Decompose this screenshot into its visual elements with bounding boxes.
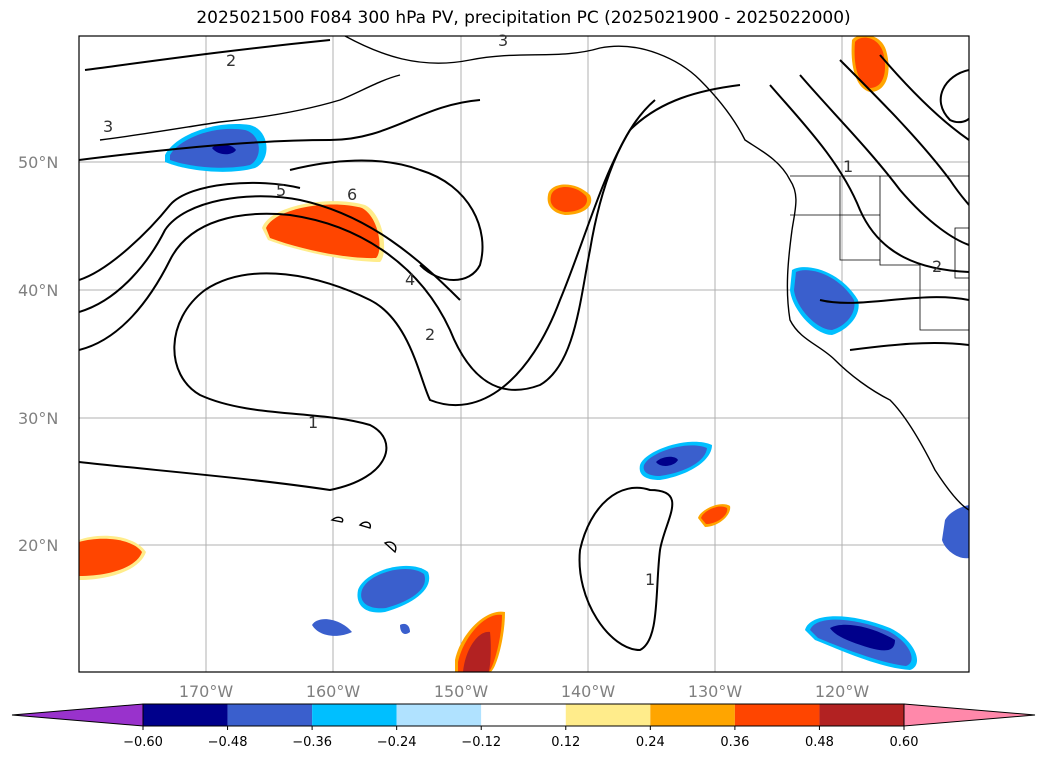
pv-label-1b: 1 [645,570,655,589]
coast-west-us [786,229,969,511]
pv-contour-4 [79,181,301,281]
lon-label-170w: 170°W [179,682,234,701]
coast-alaska [344,36,797,231]
lat-label-20n: 20°N [18,536,58,555]
colorbar-segment [396,704,482,726]
pv-contour-east-2 [799,74,969,246]
map-frame [78,35,970,673]
border-states-2 [879,176,969,331]
coast-hawaii-3 [383,541,397,554]
pv-label-3a: 3 [103,117,113,136]
pv-contour-3 [79,195,461,313]
pv-contour-1-south [79,84,741,492]
lat-label-40n: 40°N [18,281,58,300]
lon-label-160w: 160°W [306,682,361,701]
colorbar-tick-label: 0.60 [890,735,919,750]
coastlines [99,36,969,554]
latitude-labels: 50°N 40°N 30°N 20°N [18,153,58,555]
colorbar-segment [650,704,735,726]
colorbar-segment [143,704,228,726]
colorbar-tick-label: 0.48 [805,735,834,750]
colorbar-extend-high [903,703,1036,727]
pv-contour-5 [79,99,481,161]
borders [790,175,969,331]
coast-hawaii-1 [330,516,344,523]
border-states-1 [839,176,880,261]
coast-aleutians [99,74,401,141]
colorbar-segment [565,704,651,726]
colorbar-segment [819,704,904,726]
pv-contours [79,39,969,652]
pv-contour-north [84,39,331,71]
precip-shading [79,36,969,672]
colorbar-frame [142,703,905,727]
longitude-labels: 170°W 160°W 150°W 140°W 130°W 120°W [179,682,870,701]
pv-contour-6 [289,159,484,281]
pv-label-2c: 2 [932,257,942,276]
map-title: 2025021500 F084 300 hPa PV, precipitatio… [196,8,851,28]
pv-contour-east-4 [879,54,969,141]
pv-contour-east-loop [939,69,969,124]
pv-labels: 1 1 1 2 2 2 3 3 4 5 6 [103,31,942,589]
pv-label-5: 5 [276,181,286,200]
colorbar-tick-label: −0.60 [123,735,163,750]
lon-label-130w: 130°W [688,682,743,701]
colorbar-segment [734,704,820,726]
pv-contour-east-2b [849,341,969,351]
lon-label-150w: 150°W [434,682,489,701]
lon-label-120w: 120°W [815,682,870,701]
colorbar-extend-low [11,703,144,727]
colorbar-tick-label: 0.12 [551,735,580,750]
pv-contour-east-2c [819,296,969,304]
colorbar-tick-label: −0.12 [461,735,501,750]
colorbar-tick-label: −0.36 [292,735,332,750]
pv-label-4: 4 [405,270,415,289]
pv-label-3b: 3 [498,31,508,50]
pv-label-6: 6 [347,185,357,204]
colorbar-tick-label: 0.36 [720,735,749,750]
lat-label-30n: 30°N [18,409,58,428]
pv-contour-2 [79,99,656,391]
coast-hawaii-2 [358,521,372,529]
pv-contour-east-1 [769,84,969,273]
colorbar-tick-label: −0.24 [377,735,417,750]
lon-label-140w: 140°W [561,682,616,701]
colorbar: −0.60 −0.48 −0.36 −0.24 −0.12 0.12 0.24 0.36 0.4… [11,703,1036,750]
pv-contour-east-3 [839,59,969,206]
border-states-4 [954,227,969,279]
colorbar-tick-label: 0.24 [636,735,665,750]
colorbar-segment [312,704,397,726]
colorbar-segment [227,704,313,726]
colorbar-tick-label: −0.48 [208,735,248,750]
lat-label-50n: 50°N [18,153,58,172]
pv-label-1a: 1 [308,413,318,432]
precip-neg-blob-mexico [942,505,969,559]
pv-label-2a: 2 [425,325,435,344]
pv-contour-1-loop [578,486,674,652]
colorbar-segment [481,704,566,726]
pv-label-2b: 2 [226,51,236,70]
pv-label-1c: 1 [843,157,853,176]
